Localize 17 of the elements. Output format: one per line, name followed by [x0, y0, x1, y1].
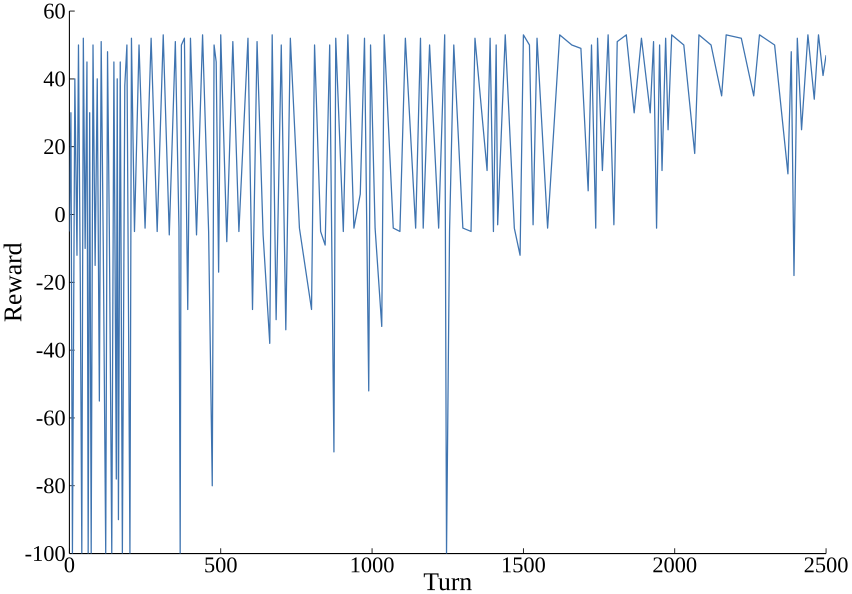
x-tick-label: 1500: [502, 557, 545, 572]
y-tick-label: 20: [44, 139, 65, 154]
y-tick-label: -20: [36, 274, 65, 290]
x-tick-label: 2500: [804, 557, 848, 572]
y-tick-label: -60: [36, 410, 65, 426]
y-tick-label: 60: [44, 4, 65, 19]
x-tick-label: 1000: [352, 557, 394, 572]
x-tick-label: 500: [205, 557, 237, 572]
y-tick-label: -40: [36, 342, 65, 358]
y-tick-label: 40: [44, 71, 65, 87]
x-tick-label: 0: [64, 557, 74, 572]
y-tick-label: -100: [25, 546, 65, 562]
y-tick-label: -80: [36, 478, 65, 494]
y-tick-label: 0: [55, 207, 65, 222]
x-axis-title: Turn: [424, 573, 472, 590]
y-axis-title: Reward: [4, 242, 22, 322]
x-tick-label: 2000: [653, 557, 696, 572]
